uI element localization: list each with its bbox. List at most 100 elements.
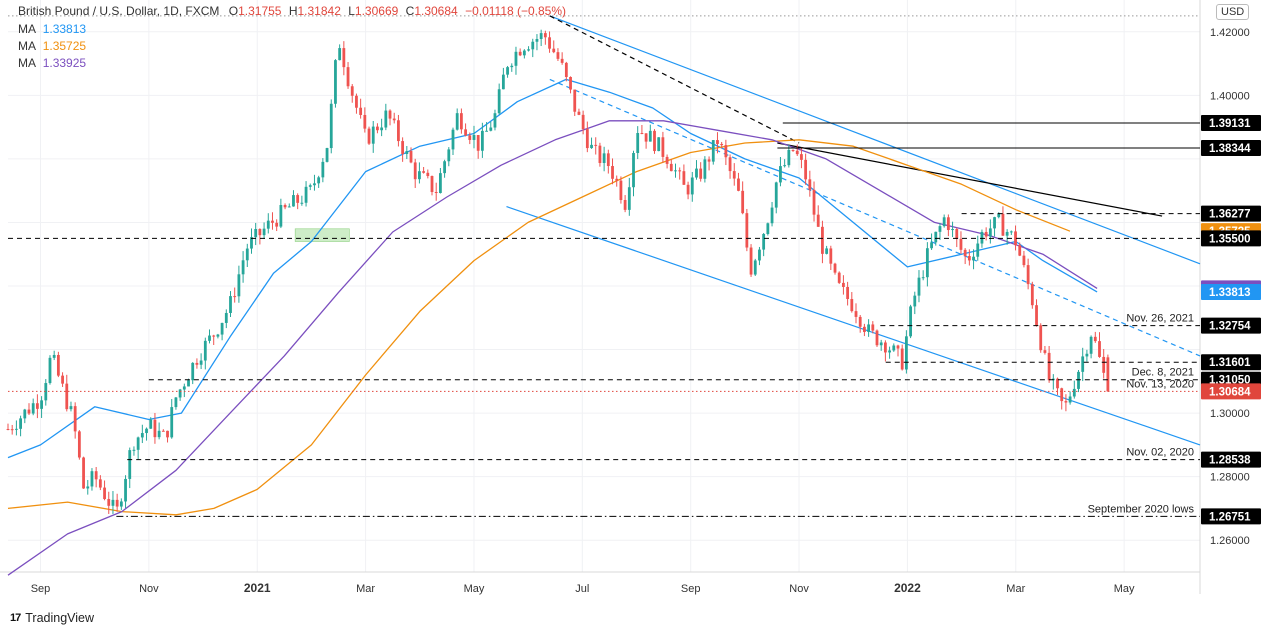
- candle-body: [472, 135, 476, 140]
- candle-body: [879, 342, 883, 346]
- ma-legend-1[interactable]: MA 1.33813: [18, 22, 86, 36]
- candle-body: [405, 151, 409, 154]
- candle-body: [623, 200, 627, 210]
- candle-body: [779, 166, 782, 183]
- candle-body: [535, 38, 539, 42]
- candle-body: [346, 67, 350, 87]
- open-value: 1.31755: [238, 4, 282, 18]
- candle-body: [321, 161, 325, 178]
- candle-body: [758, 249, 761, 261]
- candle-body: [493, 113, 497, 128]
- instrument-title: British Pound / U.S. Dollar, 1D, FXCM: [18, 4, 220, 18]
- candle-body: [149, 419, 153, 429]
- currency-button[interactable]: USD: [1216, 4, 1250, 20]
- candle-body: [669, 163, 673, 172]
- candle-body: [199, 360, 203, 365]
- candle-body: [682, 171, 686, 185]
- candle-body: [1018, 245, 1022, 256]
- price-tag-label: 1.31601: [1209, 357, 1251, 369]
- price-tag-bg: [1201, 508, 1261, 525]
- candle-body: [980, 231, 984, 244]
- candle-body: [963, 249, 967, 257]
- candle-body: [900, 348, 904, 370]
- candle-body: [850, 299, 854, 312]
- price-tag-bg: [1201, 114, 1261, 131]
- candle-body: [1047, 352, 1051, 381]
- candle-body: [913, 295, 917, 307]
- candle-body: [917, 277, 921, 296]
- candle-body: [1056, 378, 1059, 389]
- candle-body: [10, 429, 14, 431]
- candle-body: [178, 389, 182, 398]
- low-value: 1.30669: [354, 4, 399, 18]
- ma-line-2: [7, 139, 1071, 516]
- candle-body: [128, 450, 132, 479]
- tradingview-branding[interactable]: 17 TradingView: [10, 611, 94, 625]
- x-tick-label: Sep: [681, 583, 701, 595]
- candle-body: [934, 231, 938, 243]
- x-tick-label: Sep: [31, 583, 51, 595]
- candle-body: [292, 195, 295, 207]
- x-tick-label: 2022: [894, 581, 921, 595]
- candle-body: [753, 260, 757, 275]
- y-axis: 1.26000 1.28000 1.30000 1.40000 1.42000: [1210, 27, 1250, 547]
- candle-body: [140, 433, 144, 438]
- candle-body: [552, 48, 556, 53]
- candle-body: [611, 166, 614, 179]
- price-tag-bg: [1201, 354, 1261, 371]
- price-tag-label: 1.36277: [1209, 209, 1251, 221]
- candle-body: [115, 499, 119, 507]
- candle-body: [988, 228, 992, 237]
- candle-body: [585, 129, 589, 149]
- candle-body: [909, 306, 912, 337]
- candle-body: [283, 205, 287, 208]
- candle-body: [233, 296, 237, 298]
- candle-body: [993, 217, 996, 229]
- candle-body: [275, 222, 279, 227]
- ma-value: 1.33925: [42, 56, 87, 70]
- candle-body: [665, 156, 669, 164]
- candle-body: [132, 449, 136, 451]
- chart-legend: British Pound / U.S. Dollar, 1D, FXCM O1…: [18, 4, 566, 18]
- candle-body: [653, 130, 656, 152]
- candle-body: [703, 159, 707, 179]
- candle-body: [182, 386, 186, 390]
- candle-body: [716, 140, 719, 144]
- candle-body: [224, 312, 228, 323]
- price-tag-label: 1.28538: [1209, 455, 1251, 467]
- candle-body: [359, 107, 363, 115]
- candle-body: [103, 487, 106, 500]
- candle-body: [153, 419, 157, 438]
- candle-body: [590, 144, 593, 149]
- ma-value: 1.33813: [42, 22, 87, 36]
- candle-body: [854, 311, 858, 317]
- highlight-box: [294, 228, 350, 242]
- candle-body: [867, 324, 871, 332]
- ma-legend-2[interactable]: MA 1.35725: [18, 39, 86, 53]
- candle-body: [61, 375, 64, 384]
- candle-body: [485, 130, 488, 132]
- candle-body: [501, 74, 505, 90]
- candle-body: [749, 247, 753, 275]
- candle-body: [606, 153, 610, 167]
- ma-legend-3[interactable]: MA 1.33925: [18, 56, 86, 70]
- candle-body: [904, 336, 908, 370]
- y-tick-label: 1.28000: [1210, 472, 1250, 484]
- candle-body: [938, 226, 942, 232]
- candle-body: [1081, 356, 1085, 372]
- trendline: [549, 15, 800, 144]
- candle-body: [170, 407, 174, 438]
- candle-body: [464, 129, 467, 136]
- candle-body: [690, 177, 694, 195]
- candle-body: [77, 431, 81, 458]
- candle-body: [976, 243, 980, 257]
- candle-body: [875, 330, 879, 346]
- candle-body: [724, 145, 728, 158]
- price-tag-bg: [1201, 383, 1261, 400]
- candle-body: [119, 501, 123, 507]
- candle-body: [497, 89, 501, 114]
- candle-body: [615, 178, 619, 181]
- candle-body: [1009, 231, 1013, 233]
- candle-body: [1098, 341, 1101, 357]
